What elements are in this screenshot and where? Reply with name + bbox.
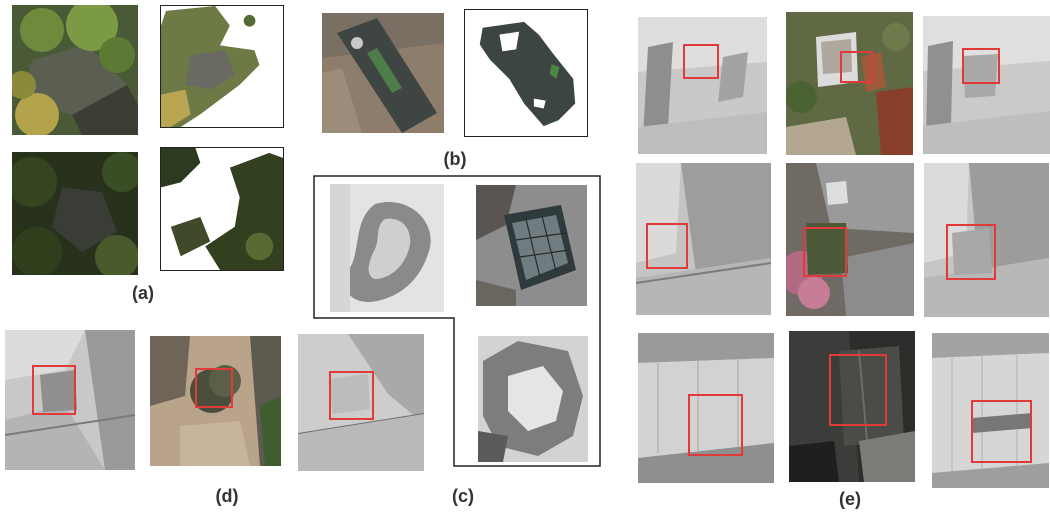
panel-e-highlight-r1c1 bbox=[683, 44, 719, 79]
panel-d-caption: (d) bbox=[215, 486, 239, 506]
panel-e-mesh-r3c3 bbox=[932, 333, 1049, 488]
panel-e-mesh-r2c1 bbox=[636, 163, 771, 315]
panel-c-depth-render-1 bbox=[330, 184, 444, 312]
panel-b-caption: (b) bbox=[443, 149, 467, 169]
panel-d-mesh-render-2 bbox=[298, 334, 424, 471]
panel-e-aerial-r2c2 bbox=[786, 163, 914, 316]
panel-a-caption: (a) bbox=[132, 283, 154, 303]
panel-a-mask-tree-1 bbox=[160, 5, 284, 128]
panel-c-caption: (c) bbox=[452, 486, 474, 506]
panel-e-aerial-r3c2 bbox=[789, 331, 915, 482]
panel-e-highlight-r2c1 bbox=[646, 223, 688, 269]
panel-d-highlight-1 bbox=[32, 365, 76, 415]
panel-e-highlight-r3c3 bbox=[971, 400, 1032, 463]
panel-e-highlight-r3c2 bbox=[829, 354, 887, 426]
panel-e-highlight-r1c2 bbox=[840, 51, 873, 83]
panel-e-highlight-r3c1 bbox=[688, 394, 743, 456]
panel-e-mesh-r1c3 bbox=[923, 16, 1050, 154]
panel-b-aerial-roof bbox=[322, 13, 444, 133]
panel-e-caption: (e) bbox=[839, 489, 861, 509]
panel-c-aerial-skylight bbox=[476, 185, 587, 306]
panel-a-aerial-tree-2 bbox=[12, 152, 138, 275]
panel-e-mesh-r3c1 bbox=[638, 333, 774, 483]
panel-e-aerial-r1c2 bbox=[786, 12, 913, 155]
panel-d-highlight-3 bbox=[329, 371, 374, 420]
panel-e-highlight-r1c3 bbox=[962, 48, 1000, 84]
panel-e-mesh-r1c1 bbox=[638, 17, 767, 154]
panel-a-aerial-tree-1 bbox=[12, 5, 138, 135]
panel-d-aerial-yard bbox=[150, 336, 281, 466]
panel-e-highlight-r2c2 bbox=[803, 227, 847, 277]
panel-b-mask-roof bbox=[464, 9, 588, 137]
panel-c-depth-render-2 bbox=[478, 336, 588, 462]
panel-c-border bbox=[313, 175, 601, 467]
panel-a-mask-tree-2 bbox=[160, 147, 284, 271]
panel-e-highlight-r2c3 bbox=[946, 224, 996, 280]
panel-d-highlight-2 bbox=[195, 368, 233, 408]
panel-d-mesh-render-1 bbox=[5, 330, 135, 470]
panel-e-mesh-r2c3 bbox=[924, 163, 1049, 317]
